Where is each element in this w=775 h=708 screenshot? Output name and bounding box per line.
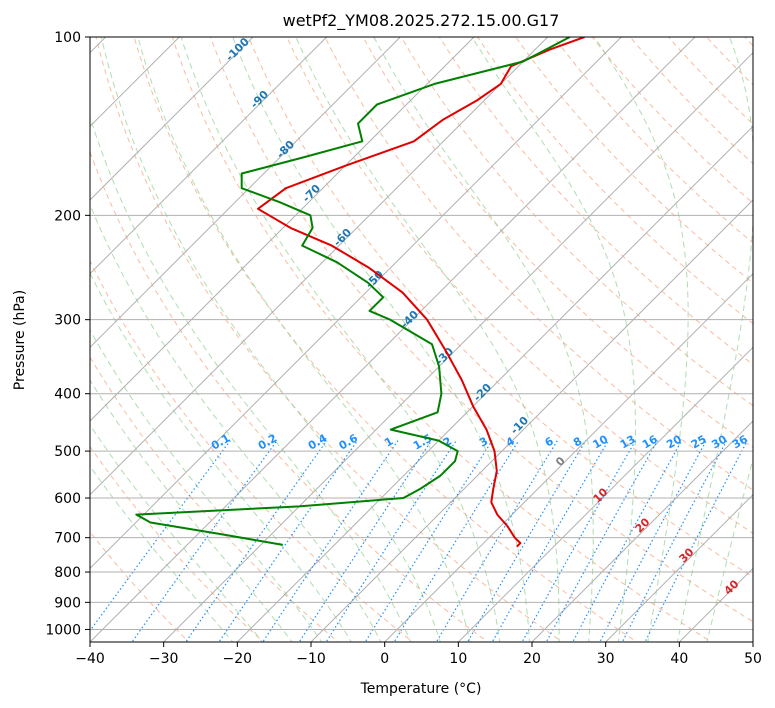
dewpoint-profile <box>135 37 571 546</box>
mixing-ratio-line <box>621 440 728 642</box>
mixing-ratio-line <box>185 440 328 642</box>
x-tick-label: −40 <box>75 651 105 667</box>
isotherm <box>531 420 753 642</box>
x-tick-label: −10 <box>296 651 326 667</box>
y-tick-label: 900 <box>54 595 81 611</box>
plot-frame <box>89 36 754 643</box>
y-tick-label: 500 <box>54 444 81 460</box>
isotherm <box>90 37 623 570</box>
y-tick-label: 800 <box>54 565 81 581</box>
mixing-ratio-line <box>364 440 493 642</box>
isotherm <box>90 37 475 422</box>
mixing-ratio-line <box>491 440 609 642</box>
x-axis-label: Temperature (°C) <box>360 681 482 697</box>
isotherm <box>383 272 753 642</box>
isotherm <box>90 37 254 201</box>
isotherm <box>90 37 402 349</box>
moist-adiabat <box>90 115 412 642</box>
x-tick-label: −20 <box>223 651 253 667</box>
isotherm <box>90 37 696 642</box>
y-tick-label: 1000 <box>45 622 81 638</box>
dry-adiabat <box>90 531 190 642</box>
mixing-ratio-line <box>325 440 457 642</box>
x-tick-label: 50 <box>744 651 762 667</box>
x-tick-label: −30 <box>149 651 179 667</box>
y-tick-label: 300 <box>54 313 81 329</box>
isotherm <box>90 37 328 275</box>
pressure-gridlines <box>90 37 753 630</box>
mixing-ratio-line <box>262 440 399 642</box>
dry-adiabat <box>90 259 414 642</box>
mixing-ratio-line <box>545 440 659 642</box>
x-axis: −40 −30 −20 −10 0 10 20 30 40 50 <box>75 642 762 667</box>
x-tick-label: 0 <box>380 651 389 667</box>
x-tick-label: 30 <box>597 651 615 667</box>
y-tick-label: 200 <box>54 208 81 224</box>
isotherm <box>310 199 753 642</box>
dry-adiabat <box>171 37 713 642</box>
moist-adiabat <box>90 203 382 642</box>
x-tick-label: 40 <box>670 651 688 667</box>
temperature-profile <box>257 37 585 548</box>
isotherm <box>236 125 753 642</box>
x-tick-label: 20 <box>523 651 541 667</box>
mixing-ratio-line <box>572 440 683 642</box>
dry-adiabat <box>324 37 753 491</box>
isotherm <box>457 346 753 642</box>
chart-title: wetPf2_YM08.2025.272.15.00.G17 <box>283 11 560 31</box>
mixing-ratio-line <box>298 440 432 642</box>
dry-adiabat <box>286 37 753 534</box>
mixing-ratio-line <box>521 440 637 642</box>
mixing-ratio-line <box>435 440 558 642</box>
y-axis: 100 200 300 400 500 600 700 800 900 1000 <box>45 30 90 638</box>
dry-adiabat <box>90 445 265 642</box>
profile-series <box>135 37 585 548</box>
y-tick-label: 700 <box>54 531 81 547</box>
x-tick-label: 10 <box>449 651 467 667</box>
mixing-ratio-line <box>466 440 587 642</box>
mixing-ratio-line <box>599 440 707 642</box>
mixing-ratio-line <box>131 440 278 642</box>
y-tick-label: 100 <box>54 30 81 46</box>
y-tick-label: 400 <box>54 387 81 403</box>
dry-adiabat <box>90 150 489 642</box>
y-tick-label: 600 <box>54 491 81 507</box>
isotherm <box>604 493 753 642</box>
isotherm <box>90 37 549 496</box>
dry-adiabat <box>209 37 753 623</box>
y-axis-label: Pressure (hPa) <box>12 290 28 390</box>
dry-adiabat <box>95 37 564 642</box>
mixing-ratio-line <box>393 440 520 642</box>
